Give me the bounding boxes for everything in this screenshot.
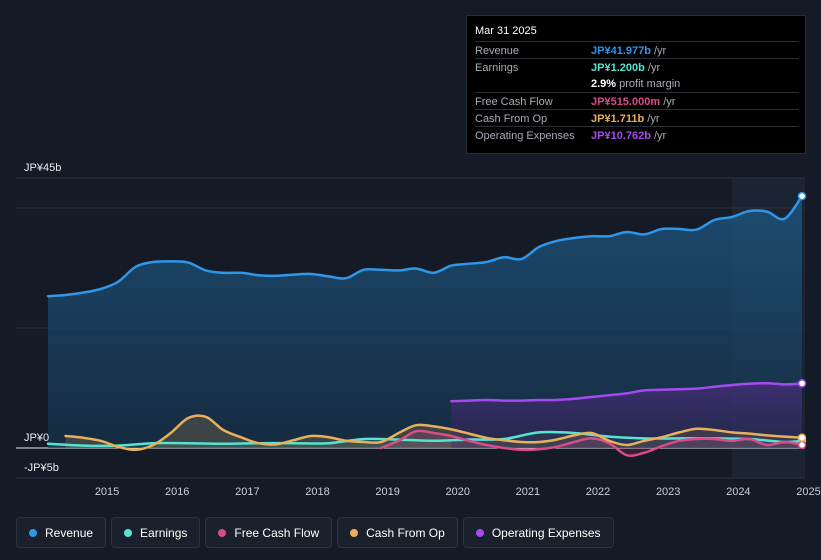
legend-item-cash-from-op[interactable]: Cash From Op (337, 517, 458, 548)
y-axis: JP¥45b JP¥0 -JP¥5b (24, 162, 61, 474)
revenue-end-marker (797, 191, 807, 201)
revenue-line (46, 194, 804, 298)
operating-expenses-end-marker (797, 379, 807, 388)
tooltip-value-margin: 2.9% (591, 78, 617, 90)
free-cash-flow-dot-icon (218, 528, 227, 537)
tooltip-label: Cash From Op (475, 113, 548, 125)
cash-from-op-end-marker (797, 433, 807, 442)
tooltip-date: Mar 31 2025 (475, 25, 537, 37)
tooltip-value-fcf: JP¥515.000m (591, 96, 661, 108)
tooltip-unit: /yr (663, 96, 676, 108)
tooltip-value-earnings: JP¥1.200b (591, 62, 645, 74)
series-lines (46, 194, 804, 457)
legend-item-revenue[interactable]: Revenue (16, 517, 107, 548)
legend-item-free-cash-flow[interactable]: Free Cash Flow (205, 517, 333, 548)
tooltip-label: Earnings (475, 62, 519, 74)
tooltip: Mar 31 2025 Revenue JP¥41.977b /yr Earni… (466, 15, 806, 154)
tooltip-unit: /yr (654, 130, 667, 142)
tooltip-label: Revenue (475, 45, 520, 57)
tooltip-row-cfo: Cash From Op JP¥1.711b /yr (475, 109, 799, 127)
tooltip-unit: /yr (654, 45, 667, 57)
tooltip-unit: /yr (647, 62, 661, 74)
y-tick-label: JP¥0 (24, 432, 49, 444)
tooltip-unit: /yr (647, 113, 660, 125)
operating-expenses-dot-icon (475, 528, 484, 537)
x-tick-label: 2024 (726, 486, 750, 498)
legend-item-operating-expenses[interactable]: Operating Expenses (462, 517, 614, 548)
tooltip-unit: profit margin (619, 78, 681, 90)
y-tick-label: JP¥45b (24, 162, 61, 174)
chart-canvas: JP¥45b JP¥0 -JP¥5b 2015 2016 2017 2018 2019 202… (16, 162, 821, 498)
x-tick-label: 2017 (235, 486, 259, 498)
cash-from-op-line (64, 414, 804, 452)
tooltip-label: Free Cash Flow (475, 96, 553, 108)
legend-label: Free Cash Flow (234, 525, 320, 540)
tooltip-label: Operating Expenses (475, 130, 575, 142)
x-tick-label: 2019 (375, 486, 399, 498)
x-tick-label: 2022 (586, 486, 610, 498)
x-axis: 2015 2016 2017 2018 2019 2020 2021 2022 2023 2024… (95, 486, 821, 498)
free-cash-flow-end-marker (797, 440, 807, 450)
x-tick-label: 2021 (516, 486, 540, 498)
series-areas (48, 196, 802, 456)
legend-label: Earnings (140, 525, 188, 540)
tooltip-row-margin: 2.9% profit margin (475, 75, 799, 92)
legend: Revenue Earnings Free Cash Flow Cash Fro… (16, 517, 614, 548)
legend-label: Cash From Op (366, 525, 445, 540)
legend-item-earnings[interactable]: Earnings (111, 517, 201, 548)
x-tick-label: 2015 (95, 486, 119, 498)
x-tick-label: 2020 (446, 486, 470, 498)
free-cash-flow-line (379, 429, 804, 457)
x-tick-label: 2018 (305, 486, 329, 498)
tooltip-value-cfo: JP¥1.711b (591, 113, 645, 125)
tooltip-row-fcf: Free Cash Flow JP¥515.000m /yr (475, 92, 799, 110)
tooltip-value-opex: JP¥10.762b (591, 130, 651, 142)
revenue-area (48, 196, 802, 448)
operating-expenses-line (450, 381, 804, 403)
tooltip-row-earnings: Earnings JP¥1.200b /yr (475, 58, 799, 76)
legend-label: Revenue (45, 525, 94, 540)
revenue-dot-icon (29, 528, 37, 537)
x-tick-label: 2025 (796, 486, 820, 498)
y-tick-label: -JP¥5b (24, 462, 59, 474)
series-endpoints (797, 191, 807, 450)
tooltip-row-opex: Operating Expenses JP¥10.762b /yr (475, 126, 799, 144)
x-tick-label: 2023 (656, 486, 680, 498)
earnings-dot-icon (124, 528, 133, 537)
tooltip-value-revenue: JP¥41.977b (591, 45, 651, 57)
cash-from-op-dot-icon (350, 528, 359, 537)
x-tick-label: 2016 (165, 486, 189, 498)
legend-label: Operating Expenses (491, 525, 601, 540)
tooltip-row-revenue: Revenue JP¥41.977b /yr (475, 41, 799, 59)
